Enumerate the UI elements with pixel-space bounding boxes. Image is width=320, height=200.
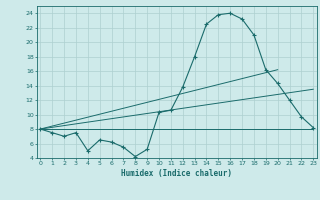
X-axis label: Humidex (Indice chaleur): Humidex (Indice chaleur) <box>121 169 232 178</box>
